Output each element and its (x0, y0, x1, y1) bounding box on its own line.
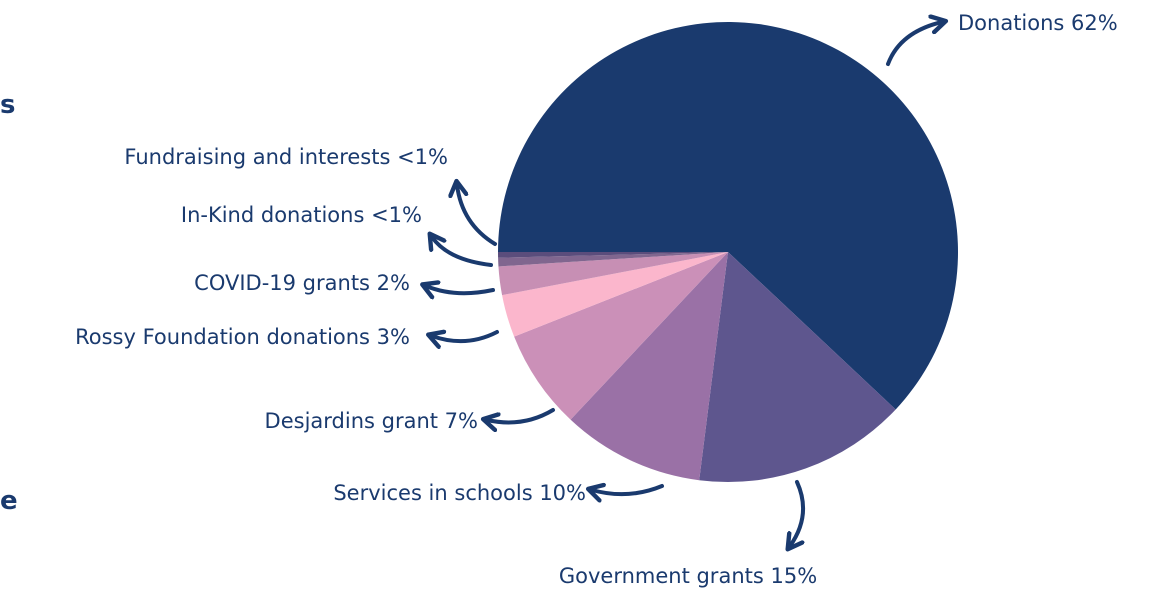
slice-label: Government grants 15% (559, 564, 817, 588)
pie-slice-government-grants (699, 252, 896, 483)
label-arrow (426, 286, 495, 293)
pie-slice-in-kind-donations (498, 252, 728, 267)
label-arrow (886, 22, 942, 66)
pie-slice-fundraising-and-interests (497, 252, 728, 258)
clipped-heading-fragment-top: s (0, 90, 16, 120)
label-arrow (592, 486, 664, 494)
slice-label: Rossy Foundation donations 3% (75, 325, 410, 349)
pie-slice-rossy-foundation-donations (502, 252, 728, 337)
slice-label: Services in schools 10% (333, 481, 586, 505)
label-arrow (432, 332, 499, 341)
pie-slice-donations (498, 22, 958, 410)
label-arrow (487, 408, 555, 422)
slice-label: In-Kind donations <1% (181, 203, 422, 227)
label-arrow (457, 185, 497, 246)
clipped-heading-fragment-bottom: e (0, 486, 18, 516)
label-arrow (432, 237, 493, 267)
pie-slice-desjardins-grant (514, 252, 728, 420)
pie-slice-services-in-schools (570, 252, 728, 481)
slice-label: COVID-19 grants 2% (194, 271, 410, 295)
slice-label: Fundraising and interests <1% (124, 145, 448, 169)
label-arrow (790, 480, 806, 546)
slice-label: Desjardins grant 7% (265, 409, 478, 433)
slice-label: Donations 62% (958, 11, 1118, 35)
pie-slice-covid-19-grants (498, 252, 728, 296)
